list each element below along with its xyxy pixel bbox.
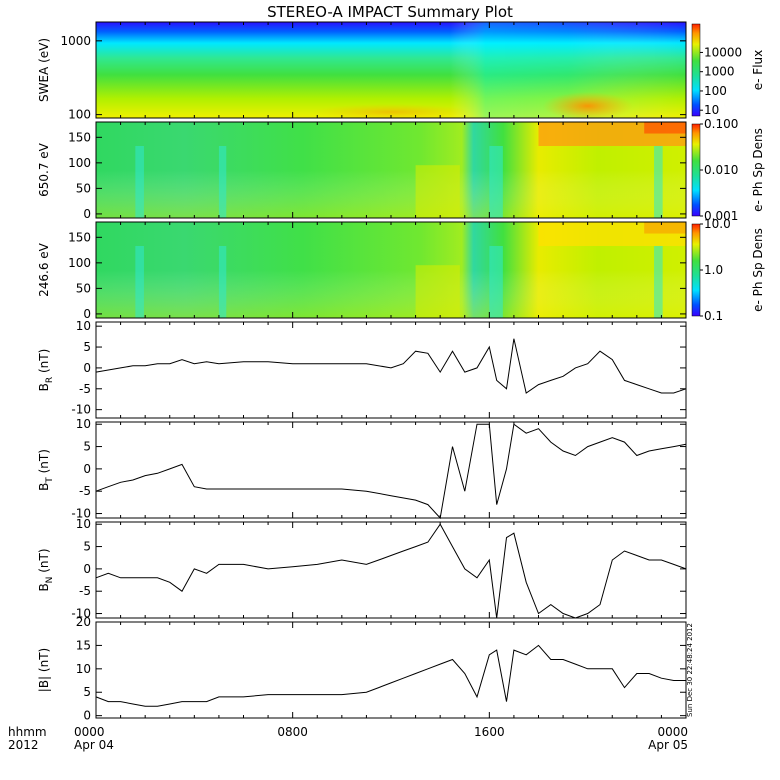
colorbar-tick-label: 10000 xyxy=(704,45,742,59)
colorbar-label: e- Flux xyxy=(751,50,765,90)
colorbar xyxy=(691,23,701,117)
y-tick-label: 10 xyxy=(76,417,91,431)
y-axis-label: SWEA (eV) xyxy=(37,38,51,102)
pad-high-flux-band xyxy=(644,222,686,234)
y-tick-label: 20 xyxy=(76,615,91,629)
y-tick-label: 10 xyxy=(76,319,91,333)
y-tick-label: 100 xyxy=(68,256,91,270)
y-axis-label: |B| (nT) xyxy=(37,648,51,692)
pad-low-flux-streak xyxy=(489,146,503,218)
colorbar-tick-label: 10 xyxy=(704,103,719,117)
panel-frame xyxy=(95,421,687,519)
series-line xyxy=(95,523,687,619)
pad-low-flux-streak xyxy=(654,146,663,218)
colorbar-tick-label: 0.010 xyxy=(704,163,738,177)
y-axis-label: BN (nT) xyxy=(37,548,55,591)
colorbar-tick-label: 1000 xyxy=(704,65,735,79)
time-axis-row-label: hhmm xyxy=(8,725,47,739)
series-line xyxy=(95,644,686,707)
y-axis-label: 650.7 eV xyxy=(37,142,51,197)
y-tick-label: 150 xyxy=(68,130,91,144)
series-line xyxy=(95,338,687,394)
y-tick-label: 10 xyxy=(76,662,91,676)
pad-high-flux-band xyxy=(644,122,686,134)
y-tick-label: 5 xyxy=(83,340,91,354)
y-tick-label: 1000 xyxy=(60,34,91,48)
pad-low-flux-streak xyxy=(218,246,227,318)
y-tick-label: 10 xyxy=(76,517,91,531)
panel-frame xyxy=(95,321,687,419)
time-tick-label: 0800 xyxy=(277,725,308,739)
pad-low-flux-streak xyxy=(218,146,227,218)
y-tick-label: 100 xyxy=(68,108,91,122)
y-tick-label: -10 xyxy=(71,507,91,521)
y-tick-label: 0 xyxy=(83,361,91,375)
y-tick-label: 0 xyxy=(83,709,91,723)
y-tick-label: 0 xyxy=(83,307,91,321)
y-axis-label: 246.6 eV xyxy=(37,242,51,297)
pad-high-flux-band xyxy=(538,222,686,246)
plot-title: STEREO-A IMPACT Summary Plot xyxy=(267,3,513,21)
pad-low-flux-streak xyxy=(489,246,503,318)
y-tick-label: -5 xyxy=(79,382,91,396)
colorbar-label: e- Ph Sp Dens xyxy=(751,228,765,312)
colorbar-label: e- Ph Sp Dens xyxy=(751,128,765,212)
swea-hot-region xyxy=(542,92,633,120)
time-tick-label: 0000 xyxy=(74,725,105,739)
y-tick-label: 0 xyxy=(83,562,91,576)
y-tick-label: 150 xyxy=(68,230,91,244)
colorbar-tick-label: 0.100 xyxy=(704,117,738,131)
colorbar-tick-label: 10.0 xyxy=(704,217,731,231)
pad-low-flux-streak xyxy=(654,246,663,318)
y-tick-label: 0 xyxy=(83,207,91,221)
y-axis-label: BR (nT) xyxy=(37,349,55,392)
swea-hot-region xyxy=(311,104,471,120)
y-tick-label: 50 xyxy=(76,281,91,295)
pad-low-flux-streak xyxy=(135,246,144,318)
colorbar-tick-label: 0.1 xyxy=(704,309,723,323)
y-tick-label: -5 xyxy=(79,484,91,498)
y-tick-label: 0 xyxy=(83,462,91,476)
y-tick-label: -10 xyxy=(71,607,91,621)
time-axis-row-label: 2012 xyxy=(8,738,39,752)
y-tick-label: -10 xyxy=(71,403,91,417)
colorbar-tick-label: 100 xyxy=(704,84,727,98)
colorbar xyxy=(691,223,701,317)
pad-enhanced-region xyxy=(415,165,460,218)
time-tick-date: Apr 04 xyxy=(74,738,114,752)
panel-frame xyxy=(95,521,687,619)
pad-enhanced-region xyxy=(415,265,460,318)
time-tick-label: 1600 xyxy=(474,725,505,739)
colorbar-tick-label: 0.001 xyxy=(704,209,738,223)
generation-timestamp: Sun Dec 30 22:48:24 2012 xyxy=(686,623,694,717)
series-line xyxy=(95,423,687,520)
panel-frame xyxy=(95,621,687,719)
y-axis-label: BT (nT) xyxy=(37,449,55,491)
pad-low-flux-streak xyxy=(135,146,144,218)
y-tick-label: 5 xyxy=(83,540,91,554)
y-tick-label: -5 xyxy=(79,584,91,598)
time-tick-label: 0000 xyxy=(657,725,688,739)
time-tick-date: Apr 05 xyxy=(648,738,688,752)
colorbar-tick-label: 1.0 xyxy=(704,263,723,277)
y-tick-label: 5 xyxy=(83,685,91,699)
y-tick-label: 50 xyxy=(76,181,91,195)
y-tick-label: 15 xyxy=(76,638,91,652)
colorbar xyxy=(691,123,701,217)
y-tick-label: 100 xyxy=(68,156,91,170)
y-tick-label: 5 xyxy=(83,440,91,454)
